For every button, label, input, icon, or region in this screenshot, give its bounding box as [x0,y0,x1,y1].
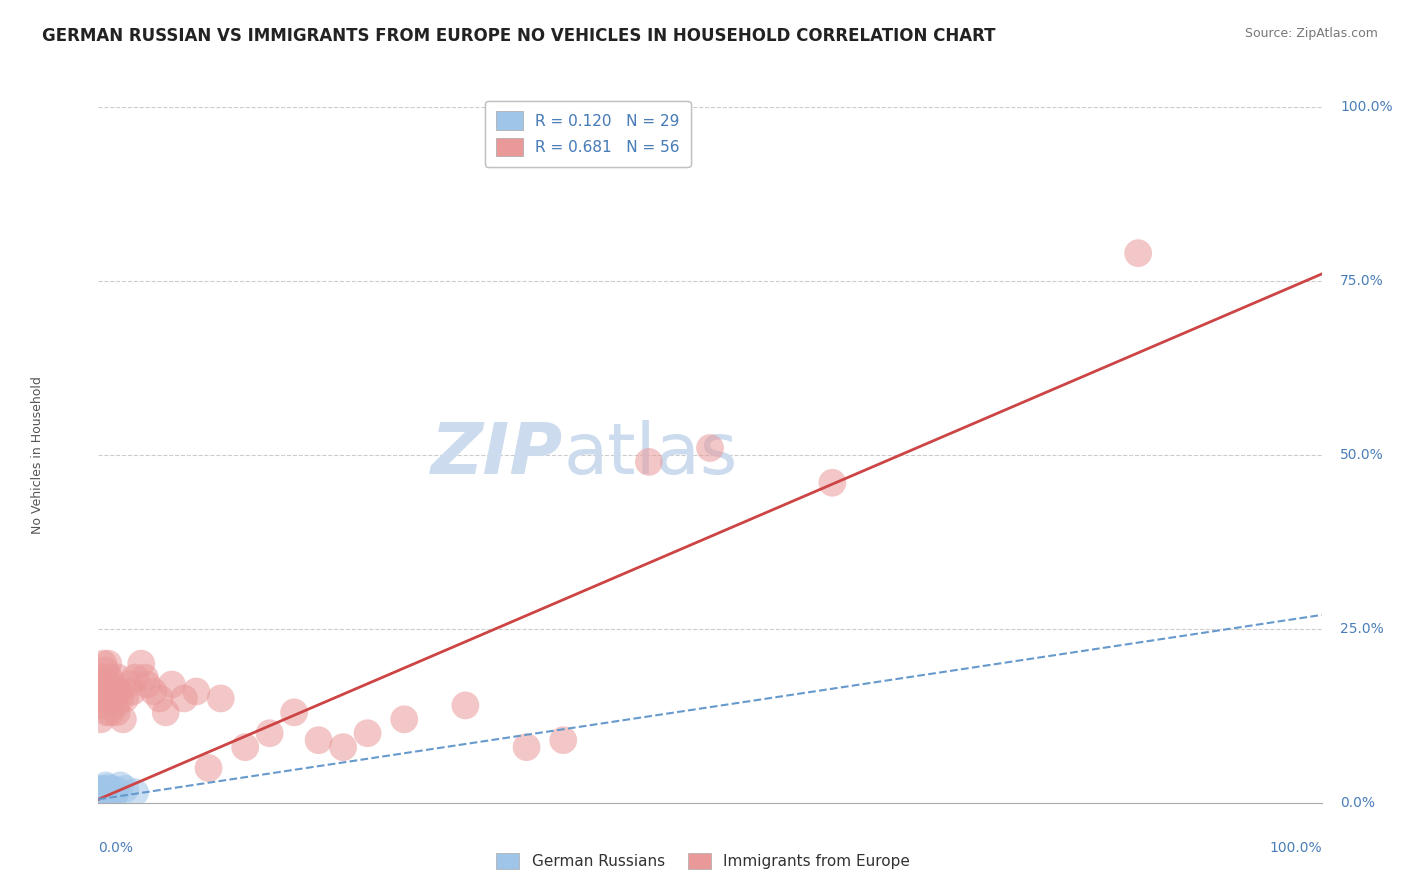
Point [155,706,177,720]
Point [90,691,112,706]
Text: 0.0%: 0.0% [98,841,134,855]
Point [454,698,477,713]
Legend: R = 0.120   N = 29, R = 0.681   N = 56: R = 0.120 N = 29, R = 0.681 N = 56 [485,101,690,167]
Point [103,788,125,802]
Point [160,677,183,691]
Point [97,780,120,795]
Text: No Vehicles in Household: No Vehicles in Household [31,376,44,533]
Point [89,789,111,803]
Point [283,706,305,720]
Point [136,677,159,691]
Point [110,778,132,792]
Point [94,664,117,678]
Point [111,712,134,726]
Point [91,657,114,671]
Text: Source: ZipAtlas.com: Source: ZipAtlas.com [1244,27,1378,40]
Point [94,684,117,698]
Point [91,691,114,706]
Point [100,706,122,720]
Point [114,781,136,796]
Point [149,691,172,706]
Point [699,441,721,455]
Point [308,733,330,747]
Point [98,671,121,685]
Point [105,706,128,720]
Point [124,671,146,685]
Point [93,698,115,713]
Point [91,789,114,803]
Point [89,792,111,806]
Point [93,785,115,799]
Point [90,712,112,726]
Point [101,781,124,796]
Point [186,684,208,698]
Text: 100.0%: 100.0% [1270,841,1322,855]
Point [96,790,118,805]
Point [89,781,111,796]
Point [209,691,232,706]
Point [121,684,143,698]
Point [101,790,124,805]
Point [114,691,136,706]
Point [91,684,114,698]
Text: 50.0%: 50.0% [1340,448,1384,462]
Point [103,691,125,706]
Point [93,677,115,691]
Point [100,785,122,799]
Point [101,684,124,698]
Point [96,691,118,706]
Point [124,785,146,799]
Point [90,794,112,808]
Point [107,671,129,685]
Point [91,783,114,797]
Point [96,706,118,720]
Point [91,791,114,805]
Point [637,455,661,469]
Point [91,781,114,796]
Point [1128,246,1150,260]
Point [91,791,114,805]
Text: atlas: atlas [564,420,738,490]
Text: 100.0%: 100.0% [1340,100,1392,114]
Point [259,726,281,740]
Point [97,788,120,802]
Point [104,698,127,713]
Point [356,726,378,740]
Point [134,671,156,685]
Point [97,657,120,671]
Text: 0.0%: 0.0% [1340,796,1375,810]
Text: GERMAN RUSSIAN VS IMMIGRANTS FROM EUROPE NO VEHICLES IN HOUSEHOLD CORRELATION CH: GERMAN RUSSIAN VS IMMIGRANTS FROM EUROPE… [42,27,995,45]
Point [96,783,118,797]
Point [90,790,112,805]
Point [553,733,575,747]
Point [108,684,131,698]
Text: 75.0%: 75.0% [1340,274,1384,288]
Point [93,792,115,806]
Point [142,684,165,698]
Text: 25.0%: 25.0% [1340,622,1384,636]
Point [91,671,114,685]
Point [197,761,219,775]
Point [91,788,114,802]
Point [100,691,122,706]
Point [173,691,195,706]
Point [94,789,117,803]
Text: ZIP: ZIP [432,420,564,490]
Point [233,740,256,755]
Point [118,677,141,691]
Point [821,475,844,490]
Point [97,677,120,691]
Point [332,740,354,755]
Point [105,783,128,797]
Point [89,788,111,802]
Legend: German Russians, Immigrants from Europe: German Russians, Immigrants from Europe [491,847,915,875]
Point [392,712,416,726]
Point [110,691,132,706]
Point [515,740,537,755]
Point [101,677,124,691]
Point [98,789,121,803]
Point [129,657,152,671]
Point [90,785,112,799]
Point [94,778,117,792]
